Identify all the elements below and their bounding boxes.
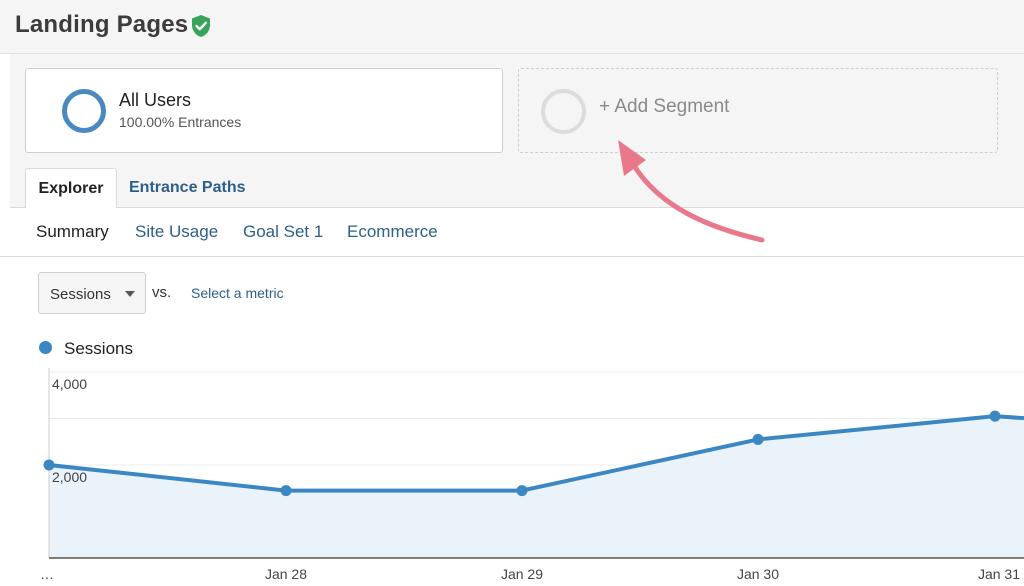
sessions-chart-svg: 4,000 2,000 … Jan 28 Jan 29 Jan 30 Jan 31 [40, 368, 1024, 582]
data-point [43, 459, 55, 471]
select-metric-link[interactable]: Select a metric [191, 285, 284, 301]
x-tick-label: Jan 30 [737, 566, 779, 582]
y-tick-label: 2,000 [52, 469, 87, 485]
report-subnav: Summary Site Usage Goal Set 1 Ecommerce [0, 208, 1024, 257]
page-title: Landing Pages [15, 11, 189, 38]
metric-dropdown-value: Sessions [50, 286, 111, 303]
x-tick-label: Jan 29 [501, 566, 543, 582]
chevron-down-icon [125, 291, 135, 297]
sessions-chart: 4,000 2,000 … Jan 28 Jan 29 Jan 30 Jan 31 [0, 360, 1024, 586]
verified-shield-icon [192, 15, 210, 37]
add-segment-label: + Add Segment [599, 96, 730, 117]
subnav-ecommerce[interactable]: Ecommerce [347, 222, 438, 241]
vs-label: vs. [152, 284, 172, 301]
data-point [752, 433, 764, 445]
x-tick-label: Jan 28 [265, 566, 307, 582]
annotation-arrow-icon [618, 140, 765, 243]
tab-explorer[interactable]: Explorer [25, 168, 117, 209]
segment-name: All Users [119, 90, 192, 110]
subnav-site-usage[interactable]: Site Usage [135, 222, 219, 241]
y-tick-label: 4,000 [52, 376, 87, 392]
segment-subtitle: 100.00% Entrances [119, 114, 242, 130]
tab-entrance-paths[interactable]: Entrance Paths [129, 179, 246, 196]
x-tick-label: Jan 31 [978, 566, 1020, 582]
data-point [989, 410, 1001, 422]
subnav-goal-set-1[interactable]: Goal Set 1 [243, 222, 324, 241]
series-area [49, 416, 1024, 558]
add-segment-button[interactable]: + Add Segment [518, 68, 998, 153]
metric-dropdown[interactable]: Sessions [38, 272, 146, 314]
data-point [516, 485, 528, 497]
empty-segment-ring-icon [541, 89, 586, 134]
legend-label: Sessions [64, 339, 133, 358]
segment-ring-icon [62, 89, 106, 133]
tab-divider [10, 207, 1024, 208]
x-tick-label: … [40, 566, 54, 582]
segment-card-all-users[interactable]: All Users 100.00% Entrances [25, 68, 503, 153]
legend-dot-icon [39, 341, 52, 354]
data-point [280, 485, 292, 497]
page-header: Landing Pages [0, 0, 1024, 54]
subnav-summary[interactable]: Summary [36, 222, 109, 241]
